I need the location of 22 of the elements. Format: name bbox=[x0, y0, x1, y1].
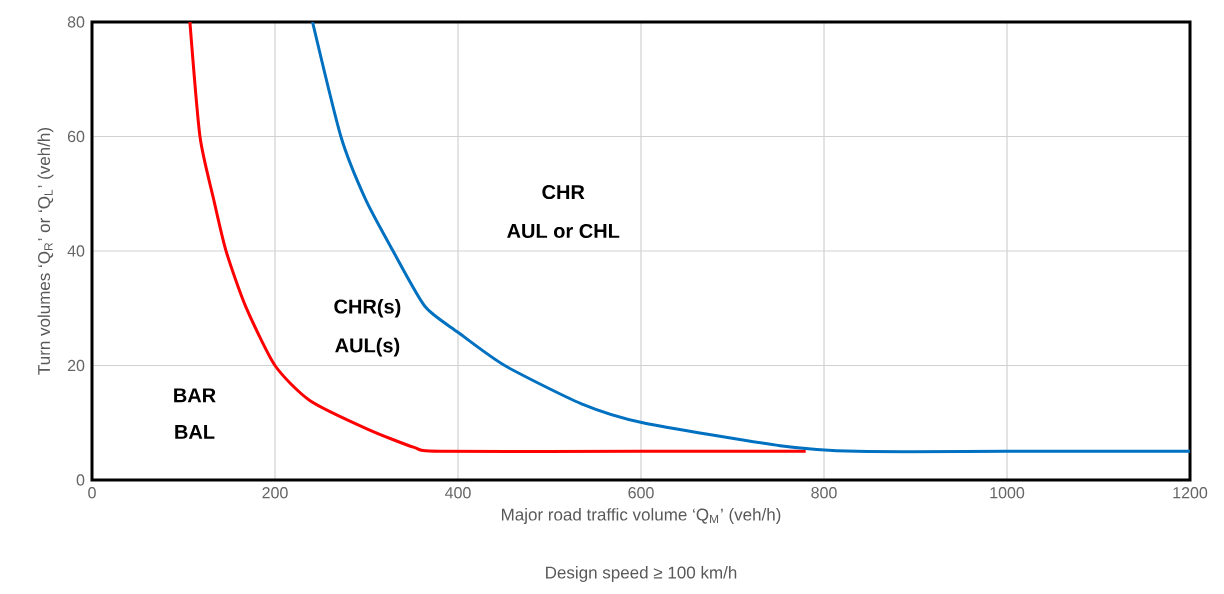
x-tick-label: 800 bbox=[811, 487, 837, 499]
y-tick-label: 0 bbox=[76, 474, 85, 486]
annotation: AUL(s) bbox=[335, 337, 400, 357]
x-tick-label: 600 bbox=[628, 487, 654, 499]
x-axis-title: Major road traffic volume ‘Q$_{M}$’ (veh/h) bbox=[501, 508, 781, 524]
y-tick-label: 60 bbox=[67, 130, 85, 143]
line-series bbox=[311, 22, 1191, 454]
y-tick-label: 80 bbox=[67, 16, 85, 28]
x-tick-label: 0 bbox=[88, 487, 96, 499]
annotation: CHR(s) bbox=[334, 298, 401, 318]
y-tick-label: 20 bbox=[67, 359, 85, 372]
annotation: AUL or CHL bbox=[507, 223, 620, 239]
x-tick-label: 200 bbox=[262, 487, 288, 499]
x-tick-label: 400 bbox=[445, 487, 471, 499]
annotation: CHR bbox=[542, 184, 585, 200]
x-tick-label: 1000 bbox=[990, 487, 1025, 499]
y-tick-label: 40 bbox=[67, 245, 85, 257]
annotation: BAL bbox=[175, 425, 215, 439]
annotation: BAR bbox=[174, 388, 216, 403]
y-axis-title: Turn volumes ‘Q$_{R}$’ or ‘Q$_{L}$’ (veh/h) bbox=[37, 128, 54, 375]
x-tick-label: 1200 bbox=[1173, 487, 1208, 499]
text: Design speed ≥ 100 km/h bbox=[546, 566, 737, 582]
